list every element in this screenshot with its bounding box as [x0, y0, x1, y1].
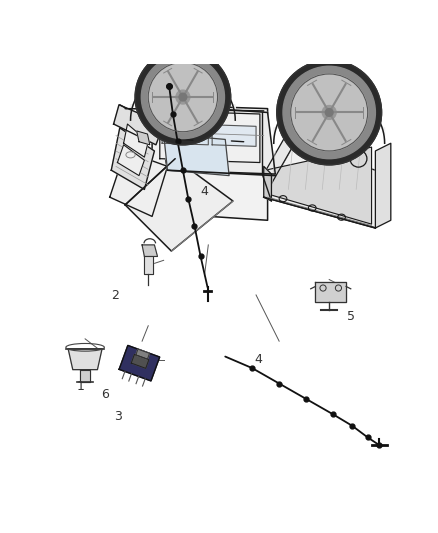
Polygon shape: [144, 256, 153, 274]
Polygon shape: [110, 151, 167, 216]
Text: 6: 6: [101, 388, 109, 401]
Polygon shape: [264, 120, 294, 197]
Text: 1: 1: [76, 379, 84, 393]
Polygon shape: [136, 349, 149, 359]
Text: 4: 4: [254, 353, 262, 366]
Polygon shape: [125, 159, 233, 251]
Polygon shape: [80, 370, 91, 382]
Ellipse shape: [176, 90, 190, 104]
Polygon shape: [160, 111, 210, 160]
Polygon shape: [113, 105, 164, 145]
Text: 2: 2: [111, 289, 119, 302]
Polygon shape: [264, 143, 387, 228]
Polygon shape: [212, 125, 256, 147]
Polygon shape: [156, 105, 276, 174]
Polygon shape: [164, 134, 229, 175]
Polygon shape: [265, 147, 371, 224]
Polygon shape: [212, 112, 260, 163]
Ellipse shape: [141, 55, 224, 139]
Polygon shape: [131, 354, 149, 368]
Ellipse shape: [135, 50, 231, 145]
Ellipse shape: [322, 106, 336, 119]
Polygon shape: [274, 91, 385, 143]
Ellipse shape: [325, 109, 333, 116]
Polygon shape: [68, 349, 102, 370]
Polygon shape: [131, 71, 235, 120]
Polygon shape: [111, 128, 155, 189]
Ellipse shape: [277, 60, 381, 165]
Polygon shape: [137, 131, 150, 145]
Text: 3: 3: [114, 410, 122, 423]
Ellipse shape: [179, 93, 187, 101]
Polygon shape: [162, 123, 208, 145]
Polygon shape: [315, 282, 346, 302]
Text: 5: 5: [347, 310, 355, 323]
Ellipse shape: [283, 66, 375, 159]
Text: 4: 4: [200, 185, 208, 198]
Ellipse shape: [148, 62, 218, 132]
Polygon shape: [375, 143, 391, 228]
Polygon shape: [117, 145, 145, 175]
Polygon shape: [264, 166, 272, 201]
Polygon shape: [152, 105, 268, 220]
Ellipse shape: [291, 74, 367, 151]
Polygon shape: [124, 124, 148, 157]
Polygon shape: [142, 245, 158, 256]
Polygon shape: [119, 345, 160, 381]
